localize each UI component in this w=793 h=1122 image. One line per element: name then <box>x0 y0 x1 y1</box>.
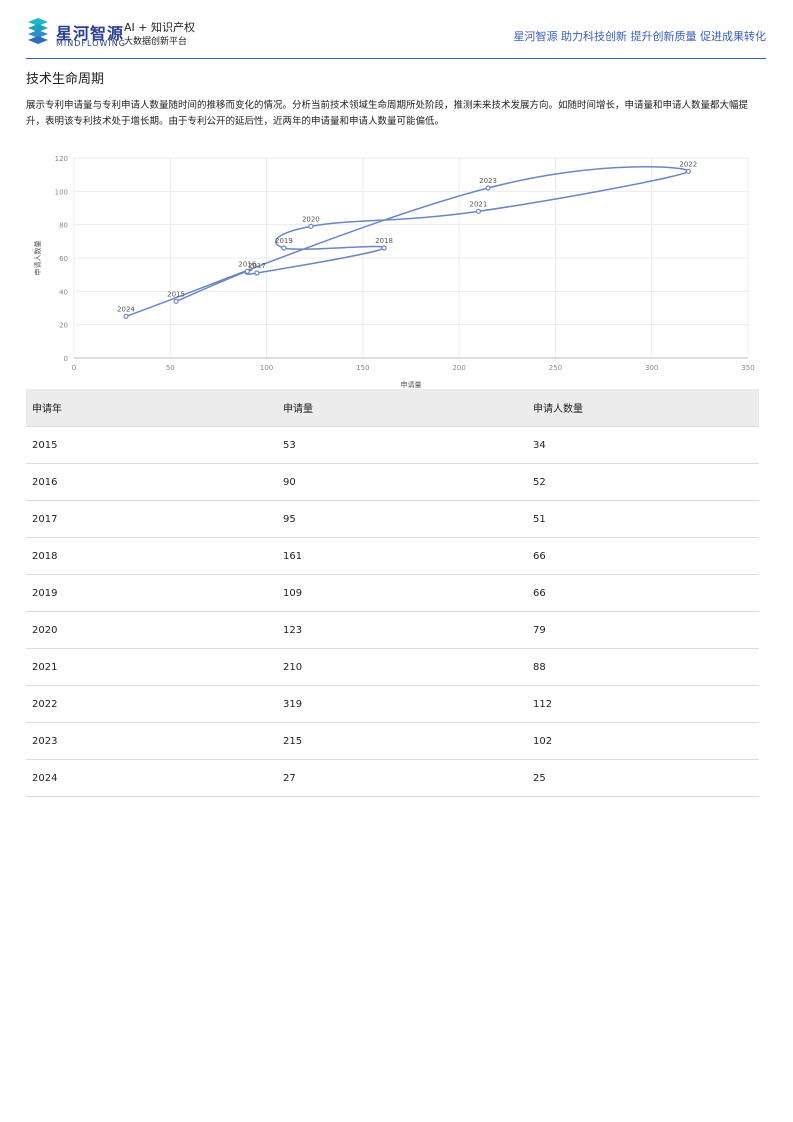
table-cell: 2019 <box>26 574 277 612</box>
table-row: 2022 319 112 <box>26 685 759 723</box>
table-cell: 90 <box>277 463 527 501</box>
table-cell: 2020 <box>26 611 277 649</box>
data-label-2015: 2015 <box>167 290 185 298</box>
data-point-2023 <box>485 185 491 191</box>
table-cell: 319 <box>277 685 527 723</box>
y-tick-label: 20 <box>59 322 68 330</box>
data-label-2023: 2023 <box>479 177 497 185</box>
y-tick-label: 100 <box>55 188 68 196</box>
table-cell: 53 <box>277 426 527 464</box>
table-cell: 88 <box>527 648 759 686</box>
column-header-applicants: 申请人数量 <box>527 389 759 427</box>
table-cell: 52 <box>527 463 759 501</box>
column-header-year: 申请年 <box>26 389 277 427</box>
table-row: 2018 161 66 <box>26 537 759 575</box>
section-description: 展示专利申请量与专利申请人数量随时间的推移而变化的情况。分析当前技术领域生命周期… <box>26 100 749 127</box>
table-cell: 2015 <box>26 426 277 464</box>
platform-subtitle: 大数据创新平台 <box>124 37 188 47</box>
data-point-2016 <box>244 268 250 274</box>
table-row: 2017 95 51 <box>26 500 759 538</box>
table-cell: 210 <box>277 648 527 686</box>
lifecycle-chart-svg: 0 50 100 150 200 250 300 350 0 20 40 60 80 100 120 申请量 申… <box>33 155 755 389</box>
y-tick-label: 80 <box>59 222 68 230</box>
data-point-2017 <box>254 270 260 276</box>
data-point-2022 <box>685 168 691 174</box>
table-cell: 112 <box>527 685 759 723</box>
data-point-2020 <box>308 223 314 229</box>
table-cell: 79 <box>527 611 759 649</box>
table-cell: 161 <box>277 537 527 575</box>
data-label-2024: 2024 <box>117 305 135 313</box>
y-tick-label: 40 <box>59 288 68 296</box>
data-point-2019 <box>281 245 287 251</box>
table-row: 2019 109 66 <box>26 574 759 612</box>
data-label-2017: 2017 <box>248 262 266 270</box>
x-tick-label: 0 <box>72 364 76 372</box>
table-cell: 66 <box>527 574 759 612</box>
data-label-2022: 2022 <box>679 160 697 168</box>
table-cell: 2022 <box>26 685 277 723</box>
data-point-2018 <box>381 245 387 251</box>
table-cell: 2017 <box>26 500 277 538</box>
data-point-2021 <box>475 208 481 214</box>
table-cell: 34 <box>527 426 759 464</box>
table-row: 2023 215 102 <box>26 722 759 760</box>
page-header: 星河智源 MINDFLOWING AI + 知识产权 大数据创新平台 星河智源 … <box>26 18 766 59</box>
lifecycle-chart: 0 50 100 150 200 250 300 350 0 20 40 60 80 100 120 申请量 申… <box>26 150 766 390</box>
x-tick-label: 150 <box>356 364 369 372</box>
data-label-2016: 2016 <box>238 260 256 268</box>
table-cell: 123 <box>277 611 527 649</box>
data-point-2015 <box>173 298 179 304</box>
x-tick-label: 50 <box>166 364 175 372</box>
table-cell: 51 <box>527 500 759 538</box>
table-row: 2015 53 34 <box>26 426 759 464</box>
data-point-2024 <box>123 313 129 319</box>
table-cell: 95 <box>277 500 527 538</box>
table-row: 2021 210 88 <box>26 648 759 686</box>
table-cell: 215 <box>277 722 527 760</box>
x-tick-label: 250 <box>549 364 562 372</box>
series-line <box>125 166 690 318</box>
table-row: 2024 27 25 <box>26 759 759 797</box>
y-tick-label: 120 <box>55 155 68 163</box>
data-label-2018: 2018 <box>375 237 393 245</box>
table-cell: 2016 <box>26 463 277 501</box>
data-label-2019: 2019 <box>275 237 293 245</box>
x-tick-label: 100 <box>260 364 273 372</box>
table-cell: 2024 <box>26 759 277 797</box>
table-cell: 25 <box>527 759 759 797</box>
table-row: 2016 90 52 <box>26 463 759 501</box>
table-cell: 66 <box>527 537 759 575</box>
mindflowing-logo-icon <box>28 18 48 44</box>
data-label-2020: 2020 <box>302 215 320 223</box>
column-header-applications: 申请量 <box>277 389 527 427</box>
table-cell: 2023 <box>26 722 277 760</box>
y-tick-label: 0 <box>64 355 68 363</box>
x-tick-label: 300 <box>645 364 658 372</box>
header-slogan: 星河智源 助力科技创新 提升创新质量 促进成果转化 <box>513 30 767 43</box>
brand-name: 星河智源 <box>56 24 125 43</box>
lifecycle-table: 申请年 申请量 申请人数量 2015 53 34 2016 90 52 2017 95 51… <box>26 389 759 797</box>
table-cell: 2018 <box>26 537 277 575</box>
x-tick-label: 350 <box>741 364 754 372</box>
platform-title: AI + 知识产权 <box>124 21 195 34</box>
x-tick-label: 200 <box>452 364 465 372</box>
section-title: 技术生命周期 <box>26 72 105 87</box>
table-cell: 2021 <box>26 648 277 686</box>
y-tick-label: 60 <box>59 255 68 263</box>
x-axis-label: 申请量 <box>401 380 422 389</box>
table-row: 2020 123 79 <box>26 611 759 649</box>
data-label-2021: 2021 <box>469 200 487 208</box>
brand-name-en: MINDFLOWING <box>56 39 126 48</box>
table-cell: 27 <box>277 759 527 797</box>
table-cell: 102 <box>527 722 759 760</box>
table-cell: 109 <box>277 574 527 612</box>
y-axis-label: 申请人数量 <box>33 241 42 276</box>
table-header-row: 申请年 申请量 申请人数量 <box>26 389 759 427</box>
